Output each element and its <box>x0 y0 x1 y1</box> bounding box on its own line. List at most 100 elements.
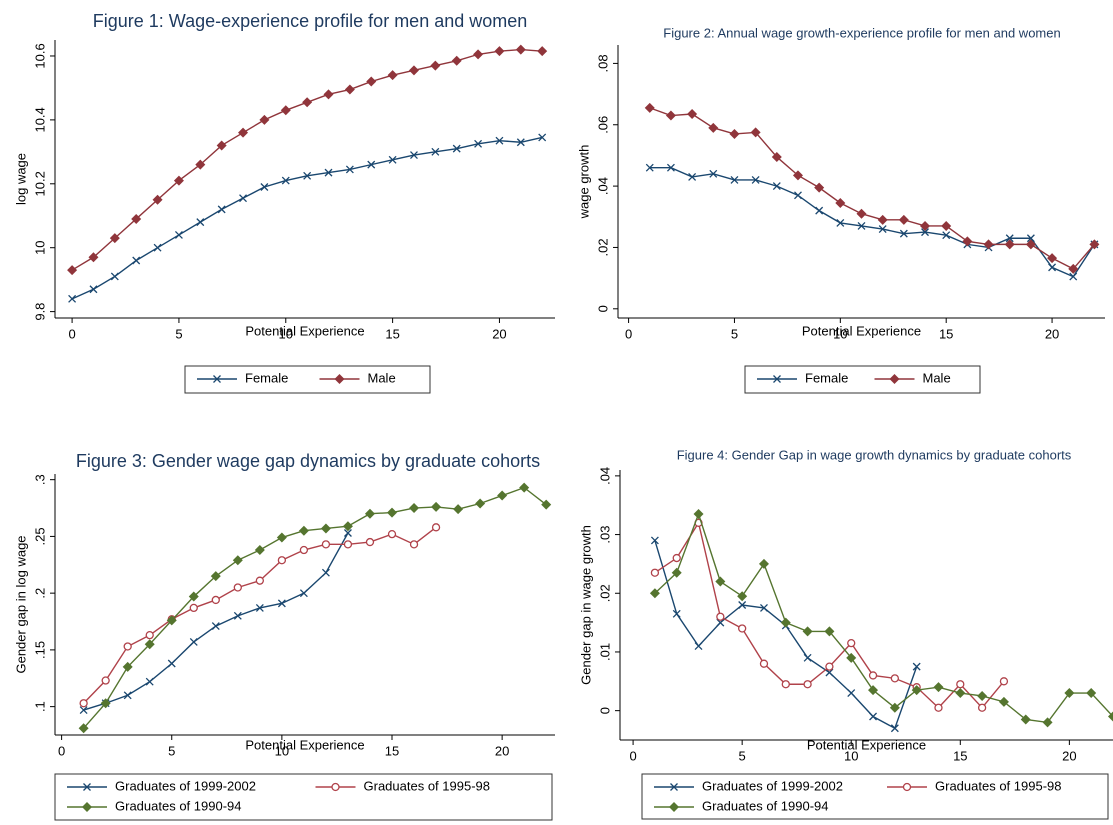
marker <box>671 567 682 578</box>
legend-marker <box>773 375 781 383</box>
y-tick-label: 10.4 <box>32 107 47 132</box>
marker <box>729 128 740 139</box>
marker <box>1064 688 1075 699</box>
x-tick-label: 0 <box>625 326 632 341</box>
marker <box>803 680 812 689</box>
marker <box>211 622 220 631</box>
marker <box>145 630 154 640</box>
marker <box>868 685 879 696</box>
series-line <box>71 136 543 300</box>
legend-label: Male <box>923 370 951 385</box>
marker <box>933 682 944 693</box>
legend-marker <box>669 802 679 812</box>
legend-label: Male <box>368 370 396 385</box>
legend-marker <box>82 802 92 812</box>
marker <box>281 176 290 185</box>
marker <box>387 507 398 518</box>
marker <box>898 214 909 225</box>
y-tick-label: 10.6 <box>32 43 47 68</box>
marker <box>890 674 900 683</box>
marker <box>132 256 141 265</box>
marker <box>857 222 866 230</box>
y-tick-label: .1 <box>32 701 47 712</box>
x-axis-title: Potential Experience <box>802 323 921 338</box>
marker <box>409 540 419 549</box>
marker <box>153 243 162 252</box>
legend-marker <box>889 374 900 384</box>
marker <box>956 680 965 689</box>
marker <box>1004 239 1015 250</box>
marker <box>167 659 176 668</box>
marker <box>210 571 221 582</box>
marker <box>367 160 376 169</box>
marker <box>877 214 888 225</box>
marker <box>1086 688 1097 699</box>
marker <box>408 65 419 76</box>
series-line <box>83 532 349 711</box>
marker <box>890 724 899 733</box>
y-tick-label: 0 <box>597 707 612 714</box>
legend-marker <box>334 374 345 384</box>
marker <box>921 228 929 237</box>
legend-marker <box>670 783 678 791</box>
marker <box>645 163 654 172</box>
marker <box>343 529 352 537</box>
y-axis-title: log wage <box>13 153 28 205</box>
marker <box>280 105 291 116</box>
marker <box>166 615 177 626</box>
marker <box>410 151 418 159</box>
marker <box>88 252 99 263</box>
marker <box>708 122 719 133</box>
marker <box>366 76 377 87</box>
marker <box>255 603 264 612</box>
marker <box>255 576 264 585</box>
marker <box>836 218 845 227</box>
marker <box>650 568 660 577</box>
chart-title: Figure 2: Annual wage growth-experience … <box>663 25 1060 40</box>
marker <box>1047 253 1058 264</box>
marker <box>519 482 530 493</box>
marker <box>232 555 243 566</box>
marker <box>825 668 834 677</box>
marker <box>716 618 725 627</box>
x-tick-label: 5 <box>739 748 746 763</box>
marker <box>665 110 676 121</box>
marker <box>260 183 269 191</box>
y-tick-label: 10 <box>32 240 47 254</box>
marker <box>977 703 987 712</box>
y-tick-label: 10.2 <box>32 171 47 196</box>
chart-panel: Figure 1: Wage-experience profile for me… <box>13 11 555 394</box>
marker <box>666 163 675 172</box>
y-tick-label: .08 <box>595 54 610 72</box>
marker <box>758 558 769 569</box>
x-tick-label: 0 <box>68 326 75 341</box>
marker <box>1025 239 1036 250</box>
marker <box>451 55 462 66</box>
legend-label: Female <box>805 370 848 385</box>
marker <box>211 595 220 605</box>
marker <box>730 176 739 184</box>
legend-label: Graduates of 1999-2002 <box>702 778 843 793</box>
marker <box>122 661 133 672</box>
marker <box>751 176 760 184</box>
marker <box>345 165 354 174</box>
marker <box>694 642 703 651</box>
marker <box>453 504 464 515</box>
marker <box>541 499 552 510</box>
marker <box>934 703 943 712</box>
x-tick-label: 10 <box>275 743 289 758</box>
x-tick-label: 10 <box>844 748 858 763</box>
marker <box>101 676 110 685</box>
marker <box>67 265 78 276</box>
marker <box>276 532 287 543</box>
marker <box>431 147 440 156</box>
marker <box>473 49 484 60</box>
legend-box <box>641 773 1109 820</box>
marker <box>131 213 142 224</box>
marker <box>89 285 98 294</box>
marker <box>715 576 726 587</box>
marker <box>78 723 89 734</box>
marker <box>649 588 660 599</box>
x-tick-label: 10 <box>279 326 293 341</box>
marker <box>942 231 951 240</box>
